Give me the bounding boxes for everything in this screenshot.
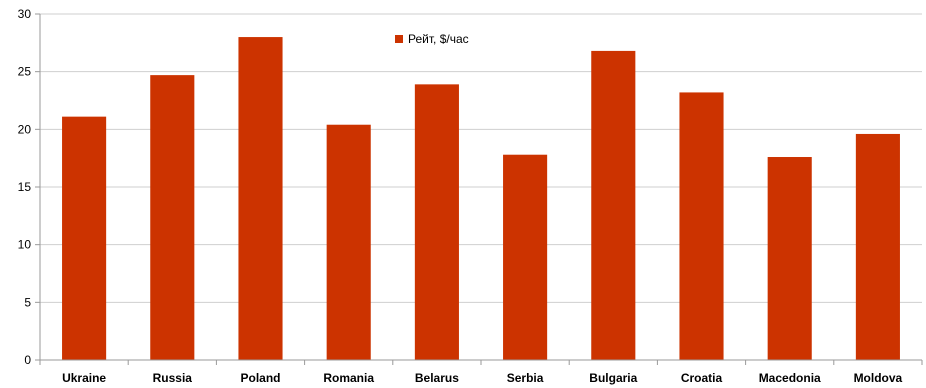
bar-serbia	[503, 154, 548, 360]
bar-bulgaria	[591, 50, 636, 360]
bar-macedonia	[767, 157, 812, 360]
legend-swatch	[395, 35, 403, 43]
x-category-labels: Ukraine Russia Poland Romania Belarus Serbia B…	[62, 371, 902, 385]
bar-croatia	[679, 92, 724, 360]
axes	[35, 13, 923, 365]
bar-russia	[150, 75, 195, 361]
bar-belarus	[414, 84, 459, 360]
y-tick-label: 30	[18, 7, 32, 21]
x-category-label: Serbia	[507, 371, 544, 385]
x-category-label: Ukraine	[62, 371, 106, 385]
x-category-label: Russia	[153, 371, 193, 385]
y-tick-label: 15	[18, 180, 32, 194]
x-category-label: Macedonia	[759, 371, 821, 385]
bar-ukraine	[62, 116, 107, 360]
y-tick-label: 5	[24, 295, 31, 309]
x-category-label: Romania	[323, 371, 374, 385]
x-category-label: Croatia	[681, 371, 723, 385]
legend-label: Рейт, $/час	[408, 32, 469, 46]
y-tick-label: 0	[24, 353, 31, 367]
x-category-label: Bulgaria	[589, 371, 637, 385]
bar-moldova	[855, 133, 900, 360]
bar-romania	[326, 124, 371, 360]
x-category-label: Belarus	[415, 371, 459, 385]
y-tick-label: 25	[18, 65, 32, 79]
y-tick-labels: 0 5 10 15 20 25 30	[18, 7, 32, 367]
x-category-label: Moldova	[854, 371, 903, 385]
y-tick-label: 20	[18, 122, 32, 136]
legend: Рейт, $/час	[395, 32, 469, 46]
y-tick-label: 10	[18, 238, 32, 252]
bar-poland	[238, 37, 283, 361]
x-category-label: Poland	[240, 371, 280, 385]
bars	[62, 37, 900, 361]
